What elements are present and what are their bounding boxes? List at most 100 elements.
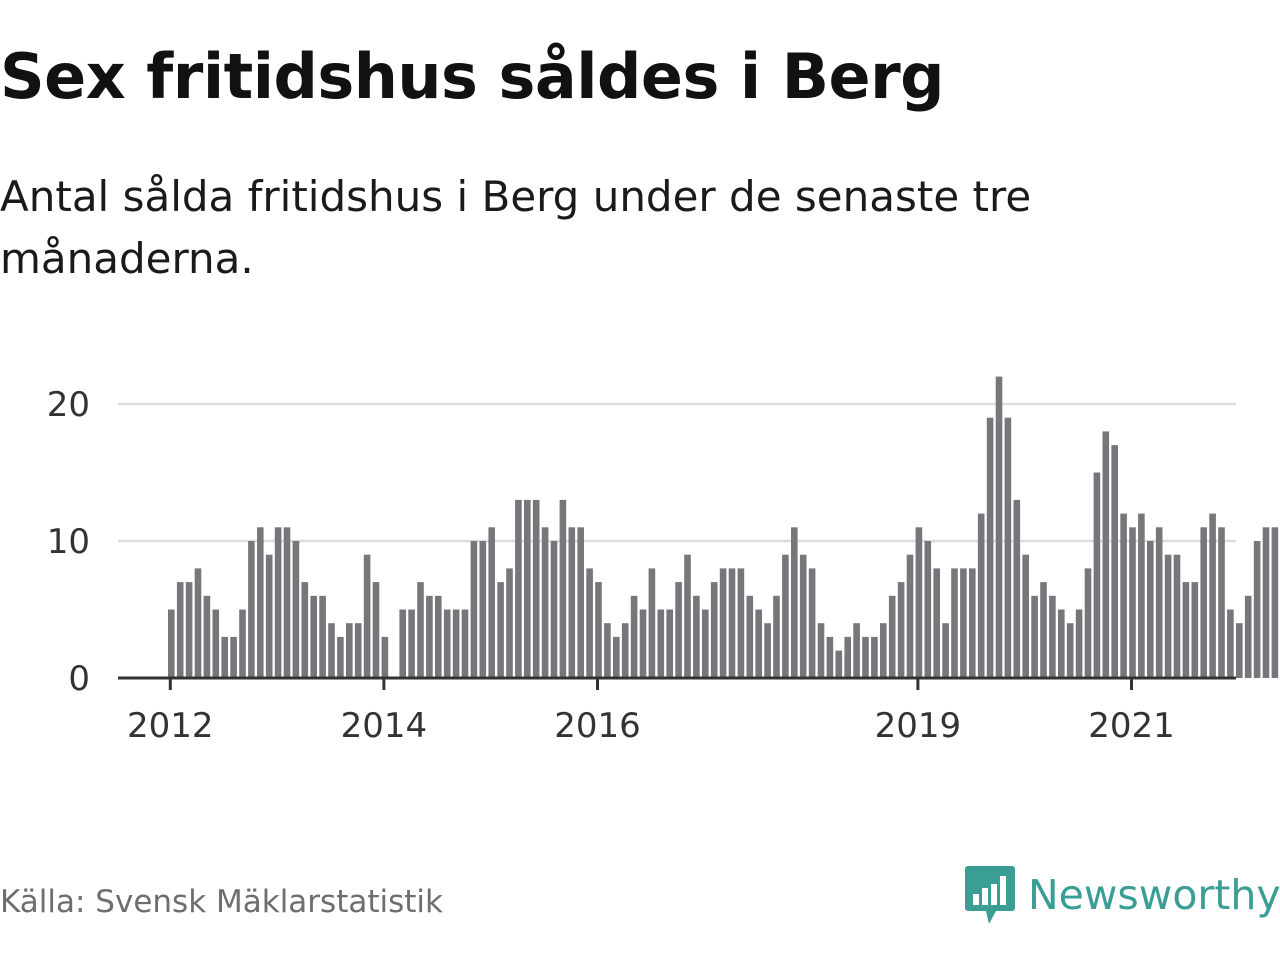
bar	[613, 636, 620, 678]
bar	[399, 609, 406, 678]
bar	[924, 541, 932, 678]
bar	[506, 568, 513, 678]
bar	[995, 376, 1003, 678]
bar	[532, 499, 540, 678]
bar	[897, 582, 905, 678]
bar	[773, 595, 780, 678]
bar	[221, 636, 228, 678]
bar	[248, 541, 255, 678]
bar	[621, 623, 629, 678]
bar	[1004, 417, 1012, 678]
bar	[1022, 554, 1029, 678]
bar	[381, 636, 389, 678]
bar	[808, 568, 816, 678]
bar	[1084, 568, 1092, 678]
brand-name: Newsworthy	[1028, 871, 1280, 919]
bar	[728, 568, 736, 678]
bar	[1155, 527, 1163, 678]
bar	[524, 499, 531, 678]
bar	[435, 595, 442, 678]
bar	[1271, 527, 1279, 678]
bars	[168, 376, 1279, 678]
bar	[782, 554, 789, 678]
bar	[550, 541, 558, 678]
bar	[977, 513, 985, 678]
bar	[764, 623, 771, 678]
bar	[1111, 445, 1118, 678]
bar	[630, 595, 638, 678]
bar	[648, 568, 656, 678]
bar	[257, 527, 264, 678]
bar	[826, 636, 834, 678]
bar	[185, 582, 193, 678]
bar	[1253, 541, 1261, 678]
bar	[604, 623, 611, 678]
bar	[203, 595, 211, 678]
bar	[194, 568, 202, 678]
bar	[319, 595, 326, 678]
bar	[168, 609, 175, 678]
bar	[880, 623, 887, 678]
bar	[372, 582, 380, 678]
bar	[292, 541, 300, 678]
bar	[969, 568, 976, 678]
bar	[559, 499, 567, 678]
bar	[871, 636, 878, 678]
bar	[479, 541, 487, 678]
bar	[1075, 609, 1083, 678]
bar	[1138, 513, 1145, 678]
bar	[1209, 513, 1216, 678]
bar	[1227, 609, 1234, 678]
bar	[1013, 499, 1021, 678]
source-note: Källa: Svensk Mäklarstatistik	[0, 884, 443, 920]
gridlines	[118, 402, 1236, 543]
bar	[426, 595, 433, 678]
bar	[265, 554, 273, 678]
bar	[1058, 609, 1065, 678]
bar	[443, 609, 451, 678]
bar	[274, 527, 282, 678]
bar	[461, 609, 469, 678]
bar	[1093, 472, 1101, 678]
bar	[817, 623, 825, 678]
bar	[176, 582, 184, 678]
bar	[1066, 623, 1074, 678]
bar	[853, 623, 860, 678]
bar	[888, 595, 896, 678]
bar	[230, 636, 237, 678]
bar-chart-speech-bubble-icon	[965, 866, 1015, 924]
bar	[746, 595, 754, 678]
bar	[346, 623, 353, 678]
bar	[497, 582, 504, 678]
bar	[283, 527, 291, 678]
bar	[363, 554, 371, 678]
bar	[577, 527, 584, 678]
bar	[328, 623, 335, 678]
bar	[1191, 582, 1199, 678]
bar	[1164, 554, 1172, 678]
bar	[354, 623, 362, 678]
bar	[1031, 595, 1038, 678]
bar	[702, 609, 709, 678]
bar	[1200, 527, 1207, 678]
bar	[212, 609, 220, 678]
y-tick-label: 20	[47, 385, 90, 425]
brand-logo: Newsworthy	[964, 862, 1280, 928]
x-tick-label: 2016	[554, 706, 641, 746]
bar	[666, 609, 673, 678]
bar	[791, 527, 798, 678]
bar	[1040, 582, 1047, 678]
bar	[710, 582, 718, 678]
bar	[844, 636, 851, 678]
bar	[737, 568, 745, 678]
bar	[1049, 595, 1056, 678]
bar	[835, 650, 843, 678]
bar	[933, 568, 940, 678]
bar	[799, 554, 807, 678]
bar	[408, 609, 415, 678]
bar	[1262, 527, 1270, 678]
x-tick-label: 2019	[875, 706, 962, 746]
bar	[1147, 541, 1154, 678]
bar	[586, 568, 593, 678]
